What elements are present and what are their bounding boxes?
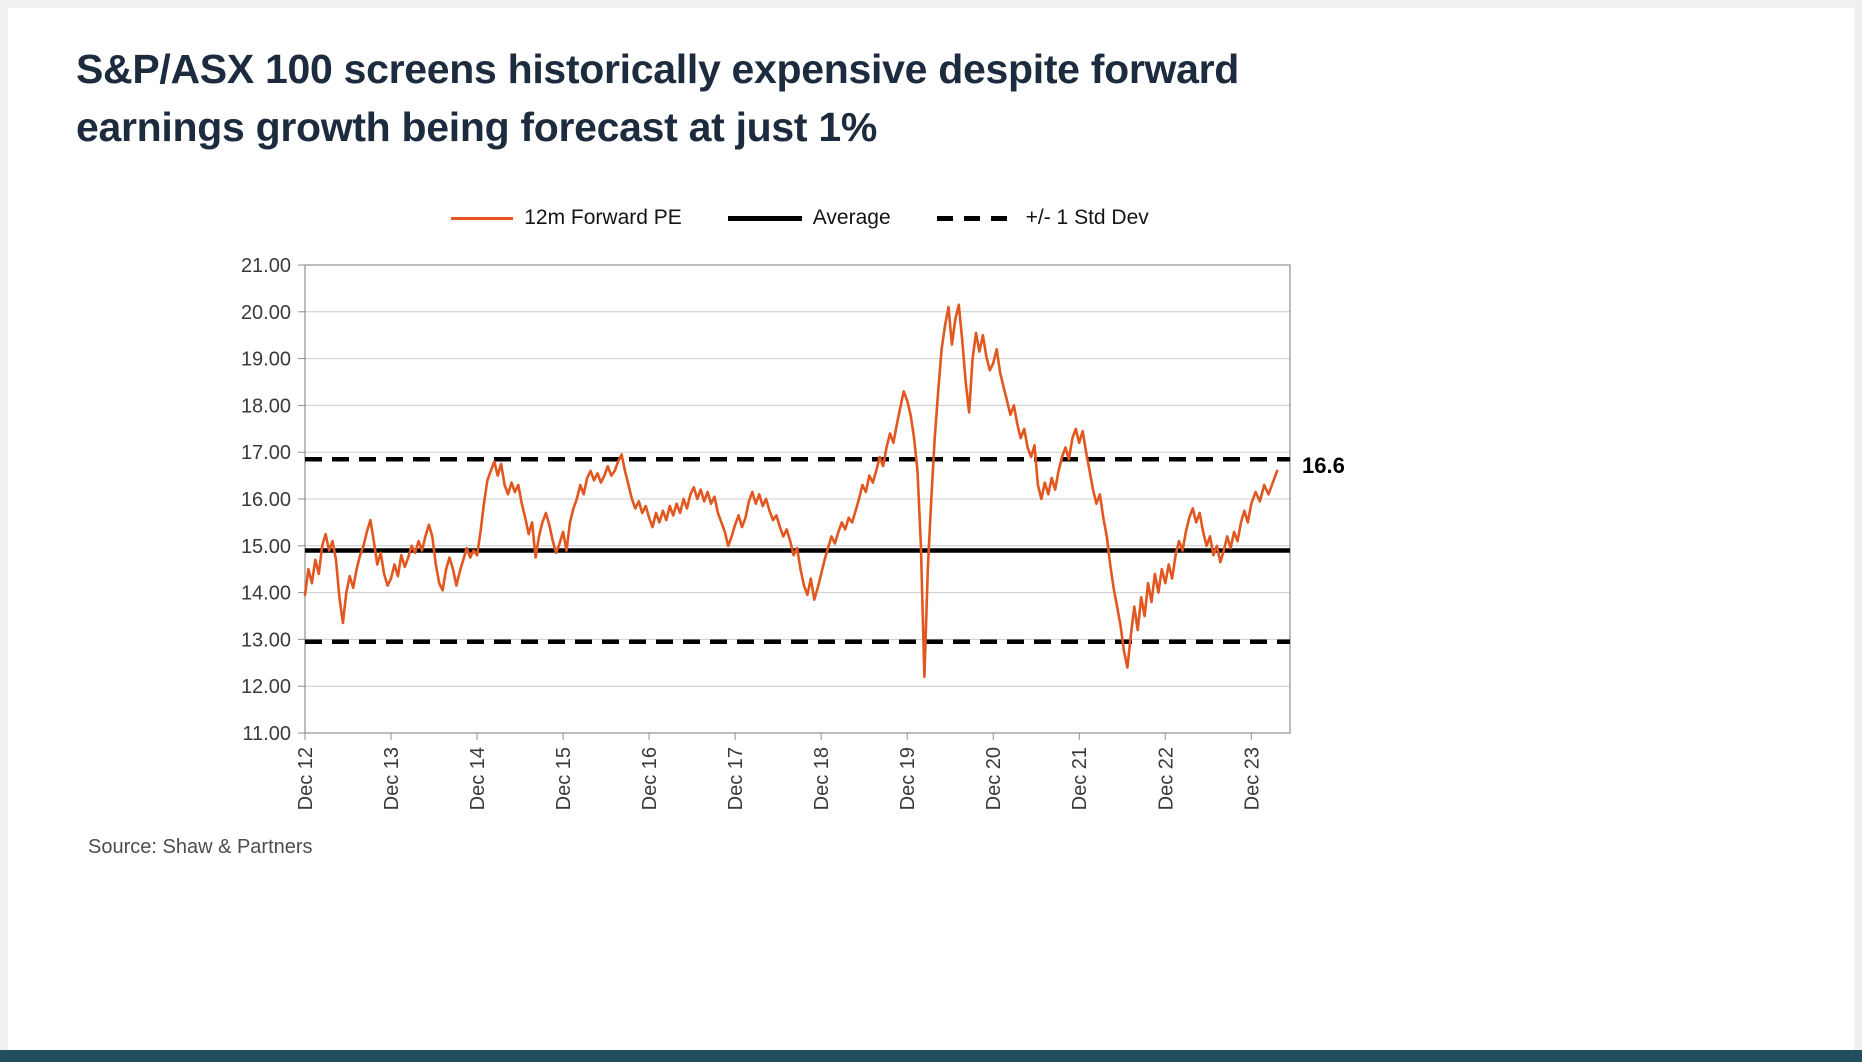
legend-item-std-dev: +/- 1 Std Dev xyxy=(936,206,1149,230)
x-tick-label: Dec 14 xyxy=(467,747,489,810)
y-tick-label: 17.00 xyxy=(241,442,291,464)
y-tick-label: 19.00 xyxy=(241,349,291,371)
x-tick-label: Dec 16 xyxy=(639,747,661,810)
page-title: S&P/ASX 100 screens historically expensi… xyxy=(76,40,1576,156)
y-tick-label: 12.00 xyxy=(241,676,291,698)
legend-line-sample-orange xyxy=(451,216,514,220)
legend-label-std-dev: +/- 1 Std Dev xyxy=(1025,206,1149,229)
legend-label-average: Average xyxy=(812,206,891,229)
latest-value-annotation: 16.6 xyxy=(1302,453,1345,478)
source-attribution: Source: Shaw & Partners xyxy=(88,836,313,858)
x-tick-label: Dec 17 xyxy=(725,747,747,810)
legend-line-sample-dashed-black xyxy=(936,215,1015,221)
x-tick-label: Dec 21 xyxy=(1069,747,1091,810)
y-tick-label: 14.00 xyxy=(241,583,291,605)
legend-item-forward-pe: 12m Forward PE xyxy=(451,206,682,230)
legend-item-average: Average xyxy=(727,206,891,230)
plot-border xyxy=(304,264,1291,734)
page-title-line2: earnings growth being forecast at just 1… xyxy=(76,104,878,151)
y-tick-label: 16.00 xyxy=(241,489,291,511)
y-tick-label: 11.00 xyxy=(242,723,291,745)
chart-area: 21.00 20.00 19.00 18.00 17.00 16.00 15.00 14.00… xyxy=(170,240,1430,840)
x-tick-label: Dec 18 xyxy=(811,747,833,810)
x-tick-label: Dec 20 xyxy=(983,747,1005,810)
bottom-accent-bar xyxy=(0,1050,1862,1062)
x-tick-label: Dec 15 xyxy=(553,747,575,810)
y-tick-label: 13.00 xyxy=(241,629,291,651)
page-title-line1: S&P/ASX 100 screens historically expensi… xyxy=(76,46,1240,92)
legend-line-sample-solid-black xyxy=(727,215,802,221)
forward-pe-line xyxy=(303,303,1279,679)
x-tick-label: Dec 19 xyxy=(897,747,919,810)
chart-legend: 12m Forward PE Average +/- 1 Std Dev xyxy=(300,206,1300,230)
y-tick-label: 20.00 xyxy=(241,302,291,324)
legend-label-forward-pe: 12m Forward PE xyxy=(524,206,682,229)
y-tick-label: 15.00 xyxy=(241,536,291,558)
x-tick-label: Dec 13 xyxy=(381,747,403,810)
x-tick-label: Dec 23 xyxy=(1241,747,1263,810)
y-tick-label: 18.00 xyxy=(241,395,291,417)
x-tick-label: Dec 12 xyxy=(295,747,317,810)
y-tick-label: 21.00 xyxy=(241,255,291,277)
chart-canvas: 21.00 20.00 19.00 18.00 17.00 16.00 15.00 14.00… xyxy=(241,255,1345,810)
chart-card: S&P/ASX 100 screens historically expensi… xyxy=(8,8,1854,1050)
x-tick-label: Dec 22 xyxy=(1155,747,1177,810)
